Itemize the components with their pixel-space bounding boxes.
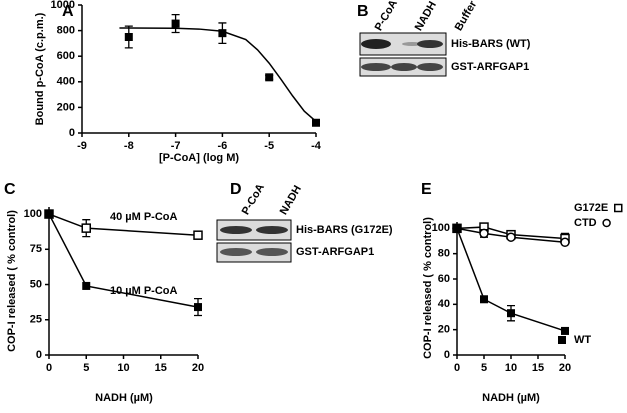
series-line — [456, 227, 566, 244]
blot-band — [361, 63, 391, 71]
blot-band — [417, 40, 443, 48]
marker — [480, 295, 488, 304]
blot-band — [417, 63, 443, 71]
blot-band — [256, 226, 288, 234]
series-line — [456, 226, 566, 240]
lane-label: NADH — [413, 0, 439, 33]
x-tick-label: 0 — [46, 362, 52, 374]
x-tick-label: 15 — [155, 362, 167, 374]
marker — [558, 336, 566, 344]
series-label: 10 µM P-CoA — [110, 285, 178, 297]
y-tick-label: 25 — [30, 314, 42, 326]
panel-letter: D — [230, 181, 242, 198]
y-tick-label: 0 — [69, 127, 75, 139]
panel-letter: A — [62, 3, 74, 20]
x-tick-label: -9 — [77, 140, 87, 152]
y-tick-label: 75 — [30, 243, 42, 255]
blot-band — [220, 248, 252, 256]
y-tick-label: 100 — [432, 222, 450, 234]
marker — [507, 309, 515, 318]
x-tick-label: 5 — [481, 362, 487, 374]
marker — [312, 118, 320, 127]
marker — [560, 237, 570, 248]
row-label: His-BARS (G172E) — [296, 224, 393, 236]
x-tick-label: -5 — [264, 140, 274, 152]
y-axis-label: COP-I released ( % control) — [6, 210, 18, 352]
marker — [82, 281, 91, 290]
y-tick-label: 600 — [57, 50, 75, 62]
x-tick-label: 15 — [532, 362, 544, 374]
lane-label: P-CoA — [373, 0, 400, 33]
blot-band — [256, 248, 288, 256]
x-tick-label: -7 — [171, 140, 181, 152]
x-tick-label: 0 — [454, 362, 460, 374]
series-label: CTD — [574, 217, 597, 229]
row-label: GST-ARFGAP1 — [296, 246, 374, 258]
marker — [506, 232, 516, 242]
marker — [561, 326, 569, 335]
blot-band — [220, 226, 252, 234]
panel-letter: E — [421, 181, 432, 198]
y-tick-label: 60 — [438, 273, 450, 285]
marker — [614, 203, 623, 213]
y-tick-label: 100 — [24, 208, 42, 220]
y-axis-label: Bound p-CoA (c.p.m.) — [34, 12, 46, 125]
panel-letter: B — [357, 3, 369, 20]
x-tick-label: -6 — [218, 140, 228, 152]
x-tick-label: -4 — [311, 140, 322, 152]
y-tick-label: 200 — [57, 101, 75, 113]
y-tick-label: 50 — [30, 278, 42, 290]
lane-label: NADH — [278, 183, 304, 217]
x-tick-label: 20 — [192, 362, 204, 374]
lane-label: Buffer — [453, 0, 480, 33]
series-line — [119, 27, 317, 123]
y-tick-label: 800 — [57, 25, 75, 37]
x-axis-label: NADH (µM) — [482, 392, 540, 404]
row-label: GST-ARFGAP1 — [451, 61, 529, 73]
row-label: His-BARS (WT) — [451, 38, 531, 50]
marker — [81, 223, 91, 233]
x-axis-label: [P-CoA] (log M) — [159, 152, 239, 164]
series-line — [456, 228, 566, 332]
blot-band — [402, 42, 422, 46]
x-axis-label: NADH (µM) — [95, 392, 153, 404]
blot-band — [391, 63, 417, 71]
marker — [171, 19, 180, 28]
blot-band — [361, 39, 391, 49]
x-tick-label: -8 — [124, 140, 134, 152]
x-tick-label: 10 — [505, 362, 517, 374]
marker — [193, 230, 203, 240]
marker — [45, 210, 53, 219]
y-tick-label: 0 — [36, 349, 42, 361]
marker — [218, 29, 227, 38]
blot-strip — [216, 242, 292, 263]
y-tick-label: 1000 — [51, 0, 75, 11]
y-tick-label: 20 — [438, 324, 450, 336]
lane-label: P-CoA — [240, 182, 267, 217]
marker — [479, 228, 489, 239]
y-tick-label: 40 — [438, 298, 450, 310]
series-label: 40 µM P-CoA — [110, 211, 178, 223]
marker — [124, 33, 133, 41]
y-tick-label: 0 — [444, 349, 450, 361]
marker — [265, 73, 274, 82]
y-tick-label: 400 — [57, 76, 75, 88]
marker — [194, 303, 202, 312]
series-label: G172E — [574, 202, 608, 214]
x-tick-label: 10 — [117, 362, 129, 374]
series-label: WT — [574, 334, 591, 346]
y-tick-label: 80 — [438, 248, 450, 260]
panel-letter: C — [4, 181, 16, 198]
x-tick-label: 20 — [559, 362, 571, 374]
marker — [453, 224, 461, 233]
y-axis-label: COP-I released ( % control) — [422, 217, 434, 359]
marker — [602, 218, 611, 228]
blot-strip — [216, 219, 292, 241]
x-tick-label: 5 — [83, 362, 89, 374]
